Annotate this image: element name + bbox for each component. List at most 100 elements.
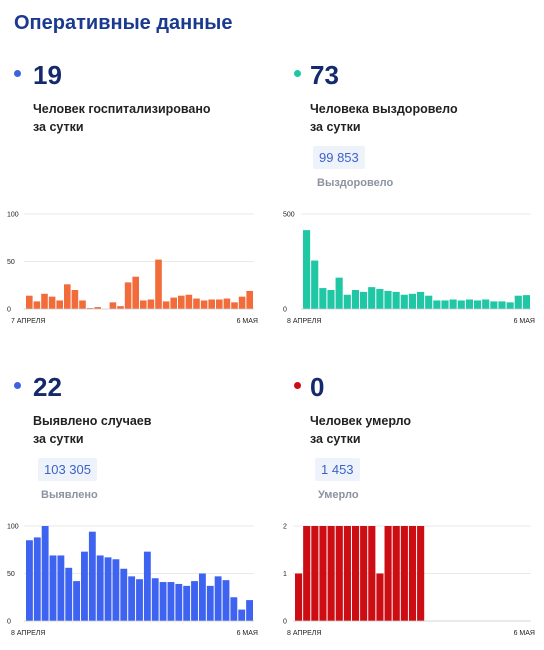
recovered-bar xyxy=(425,295,433,309)
detected-bar xyxy=(41,526,49,621)
died-bar xyxy=(408,526,417,621)
detected-total: 103 305 xyxy=(38,458,97,481)
died-xend-label: 6 МАЯ xyxy=(514,630,535,637)
detected-bar xyxy=(26,540,33,621)
died-ytick-label: 0 xyxy=(283,619,287,626)
died-ytick-label: 2 xyxy=(283,524,287,531)
recovered-bar xyxy=(400,294,408,309)
detected-ytick-label: 100 xyxy=(7,524,19,531)
detected-bar xyxy=(222,580,230,621)
detected-bar xyxy=(65,567,73,621)
died-bar xyxy=(392,526,400,621)
detected-bar xyxy=(128,576,136,621)
detected-line2: за сутки xyxy=(33,432,84,446)
detected-bar xyxy=(120,568,128,621)
recovered-bar xyxy=(433,300,441,309)
hospitalized-bar xyxy=(26,295,33,309)
hospitalized-ytick-label: 100 xyxy=(7,212,19,219)
died-bar xyxy=(368,526,376,621)
recovered-total: 99 853 xyxy=(313,146,365,169)
hospitalized-bar xyxy=(140,300,147,309)
hospitalized-ytick-label: 50 xyxy=(7,259,15,266)
hospitalized-bar xyxy=(238,296,246,309)
recovered-bar xyxy=(514,295,522,309)
hospitalized-bar xyxy=(200,300,208,309)
recovered-bar xyxy=(376,289,384,309)
hospitalized-bar xyxy=(155,259,162,309)
hospitalized-line2: за сутки xyxy=(33,120,84,134)
hospitalized-bar xyxy=(223,298,231,309)
hospitalized-description: Человек госпитализировано за сутки xyxy=(33,100,253,136)
detected-bar xyxy=(198,573,206,621)
died-bar xyxy=(400,526,408,621)
recovered-bar xyxy=(360,291,368,309)
hospitalized-bar xyxy=(178,295,185,309)
detected-bar xyxy=(238,609,246,621)
recovered-bar xyxy=(506,302,514,309)
died-bar xyxy=(295,573,303,621)
detected-bar xyxy=(49,555,57,621)
hospitalized-bar xyxy=(185,294,193,309)
hospitalized-bar xyxy=(79,300,86,309)
died-bar xyxy=(343,526,351,621)
died-total: 1 453 xyxy=(315,458,360,481)
hospitalized-bar xyxy=(109,302,117,309)
died-dot xyxy=(294,382,301,389)
detected-total-label: Выявлено xyxy=(41,489,98,501)
recovered-bar xyxy=(417,291,425,309)
hospitalized-xstart-label: 7 АПРЕЛЯ xyxy=(11,318,45,325)
recovered-line1: Человека выздоровело xyxy=(310,102,458,116)
detected-bar xyxy=(136,579,143,621)
hospitalized-dot xyxy=(14,70,21,77)
recovered-dot xyxy=(294,70,301,77)
detected-line1: Выявлено случаев xyxy=(33,414,152,428)
recovered-bar xyxy=(498,301,506,309)
recovered-bar xyxy=(449,299,457,309)
hospitalized-bar xyxy=(132,276,139,309)
hospitalized-bar xyxy=(147,299,155,309)
hospitalized-value: 19 xyxy=(33,60,62,90)
detected-bar xyxy=(143,551,151,621)
recovered-bar xyxy=(327,290,335,309)
recovered-bar xyxy=(522,295,530,309)
detected-bar xyxy=(175,583,183,621)
died-bar xyxy=(303,526,311,621)
recovered-bar xyxy=(392,291,400,309)
detected-bar xyxy=(96,555,104,621)
recovered-bar xyxy=(335,277,343,309)
died-bar xyxy=(319,526,327,621)
died-line2: за сутки xyxy=(310,432,361,446)
hospitalized-bar xyxy=(216,299,223,309)
hospitalized-xend-label: 6 МАЯ xyxy=(237,318,258,325)
recovered-total-label: Выздоровело xyxy=(317,177,394,189)
recovered-xstart-label: 8 АПРЕЛЯ xyxy=(287,318,321,325)
recovered-bar xyxy=(408,293,416,309)
died-total-label: Умерло xyxy=(318,489,359,501)
recovered-bar xyxy=(441,300,449,309)
recovered-bar xyxy=(368,287,376,309)
hospitalized-bar xyxy=(231,302,238,309)
detected-bar xyxy=(183,585,191,621)
hospitalized-bar xyxy=(193,298,200,309)
detected-bar xyxy=(206,585,214,621)
died-description: Человек умерло за сутки xyxy=(310,412,530,448)
hospitalized-bar xyxy=(162,301,170,309)
hospitalized-bar xyxy=(64,284,71,309)
died-ytick-label: 1 xyxy=(283,571,287,578)
hospitalized-bar xyxy=(117,306,124,309)
detected-bar xyxy=(104,557,112,621)
detected-bar xyxy=(88,531,96,621)
recovered-bar xyxy=(384,290,392,309)
detected-bar xyxy=(167,582,175,621)
detected-bar xyxy=(33,537,41,621)
detected-bar xyxy=(151,578,159,621)
page-title: Оперативные данные xyxy=(14,12,233,34)
recovered-value: 73 xyxy=(310,60,339,90)
died-bar xyxy=(384,526,392,621)
hospitalized-bar xyxy=(94,307,101,309)
died-bar xyxy=(417,526,425,621)
hospitalized-bar xyxy=(208,299,215,309)
hospitalized-bar xyxy=(33,301,41,309)
detected-bar xyxy=(159,582,167,621)
recovered-bar xyxy=(482,299,490,309)
